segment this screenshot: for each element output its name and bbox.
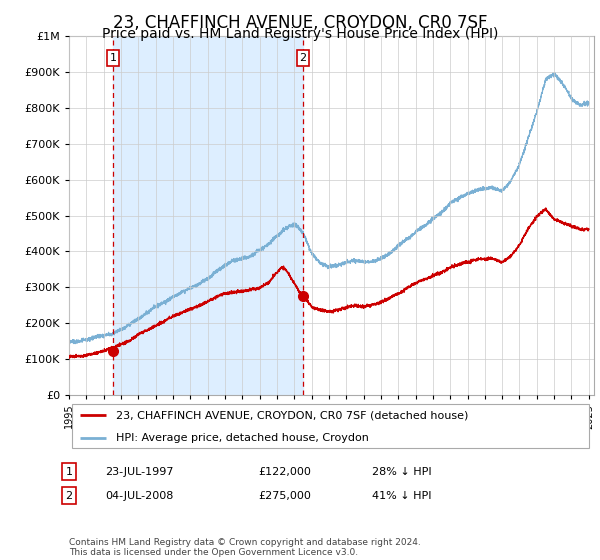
Text: 23-JUL-1997: 23-JUL-1997 bbox=[105, 466, 173, 477]
Text: Contains HM Land Registry data © Crown copyright and database right 2024.
This d: Contains HM Land Registry data © Crown c… bbox=[69, 538, 421, 557]
Text: 04-JUL-2008: 04-JUL-2008 bbox=[105, 491, 173, 501]
Text: 28% ↓ HPI: 28% ↓ HPI bbox=[372, 466, 431, 477]
Text: 1: 1 bbox=[110, 53, 116, 63]
FancyBboxPatch shape bbox=[71, 404, 589, 449]
Text: 41% ↓ HPI: 41% ↓ HPI bbox=[372, 491, 431, 501]
Bar bbox=[113, 36, 303, 395]
Text: Price paid vs. HM Land Registry's House Price Index (HPI): Price paid vs. HM Land Registry's House … bbox=[102, 27, 498, 41]
Text: 23, CHAFFINCH AVENUE, CROYDON, CR0 7SF (detached house): 23, CHAFFINCH AVENUE, CROYDON, CR0 7SF (… bbox=[116, 410, 469, 421]
Text: HPI: Average price, detached house, Croydon: HPI: Average price, detached house, Croy… bbox=[116, 433, 369, 443]
Text: £275,000: £275,000 bbox=[258, 491, 311, 501]
Text: 1: 1 bbox=[65, 466, 73, 477]
Text: 23, CHAFFINCH AVENUE, CROYDON, CR0 7SF: 23, CHAFFINCH AVENUE, CROYDON, CR0 7SF bbox=[113, 14, 487, 32]
Text: £122,000: £122,000 bbox=[258, 466, 311, 477]
Text: 2: 2 bbox=[65, 491, 73, 501]
Text: 2: 2 bbox=[299, 53, 307, 63]
